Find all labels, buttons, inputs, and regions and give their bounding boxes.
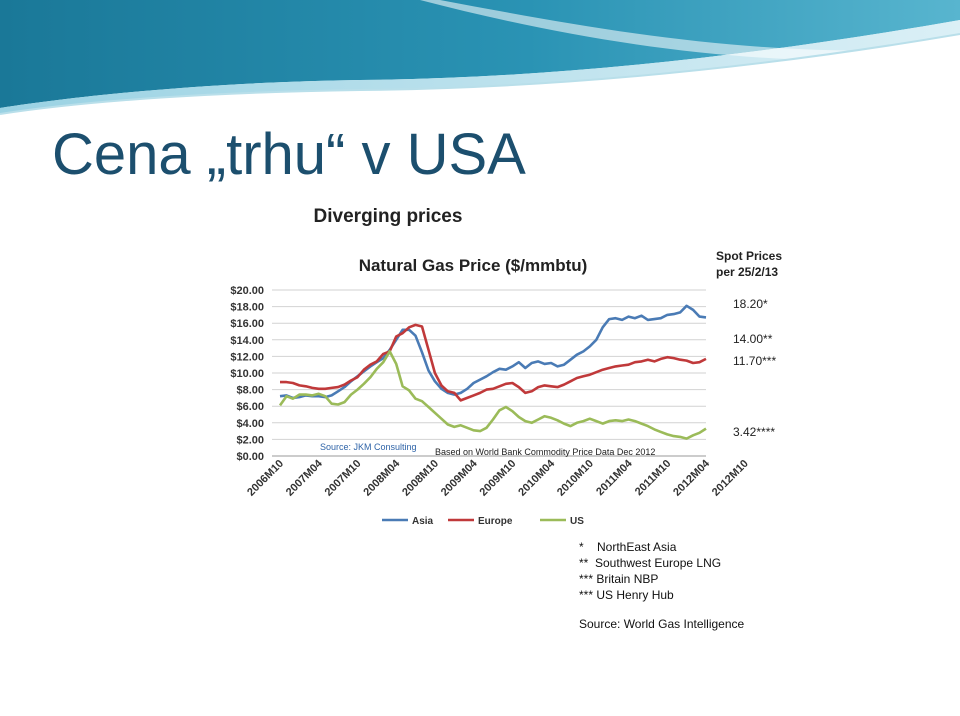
footnote-3: *** Britain NBP — [579, 572, 658, 586]
x-axis-ticks: 2006M102007M042007M102008M042008M102009M… — [245, 457, 751, 499]
spot-price-britain: 11.70*** — [733, 354, 776, 368]
x-tick-label: 2012M10 — [710, 458, 751, 499]
series-line-europe — [280, 323, 707, 402]
x-tick-label: 2009M10 — [478, 458, 519, 499]
y-tick-label: $4.00 — [236, 418, 264, 430]
chart-title: Natural Gas Price ($/mmbtu) — [359, 256, 588, 275]
chart-legend: Asia Europe US — [382, 516, 584, 527]
x-tick-label: 2009M04 — [439, 457, 481, 499]
x-tick-label: 2011M10 — [633, 458, 673, 498]
x-tick-label: 2012M04 — [671, 457, 713, 499]
x-tick-label: 2008M10 — [400, 458, 441, 499]
spot-price-europe: 14.00** — [733, 332, 773, 346]
footnote-2: ** Southwest Europe LNG — [579, 556, 721, 570]
series-line-us — [278, 350, 707, 440]
y-tick-label: $18.00 — [230, 302, 264, 314]
gas-price-chart: Diverging prices Natural Gas Price ($/mm… — [230, 206, 782, 631]
chart-source-right: Based on World Bank Commodity Price Data… — [435, 447, 655, 457]
x-tick-label: 2011M04 — [594, 457, 635, 498]
x-tick-label: 2008M04 — [361, 457, 403, 499]
y-tick-label: $12.00 — [230, 351, 264, 363]
spot-price-us: 3.42**** — [733, 425, 775, 439]
footnote-source: Source: World Gas Intelligence — [579, 617, 745, 631]
spot-price-asia: 18.20* — [733, 297, 768, 311]
legend-label-us: US — [570, 516, 584, 527]
legend-label-europe: Europe — [478, 516, 513, 527]
x-tick-label: 2010M04 — [516, 457, 558, 499]
footnote-4: *** US Henry Hub — [579, 588, 674, 602]
y-tick-label: $6.00 — [236, 401, 264, 413]
chart-heading: Diverging prices — [314, 206, 463, 227]
y-tick-label: $0.00 — [236, 451, 264, 463]
y-tick-label: $20.00 — [230, 285, 264, 297]
chart-series — [278, 304, 707, 440]
spot-prices-heading-2: per 25/2/13 — [716, 265, 778, 279]
x-tick-label: 2007M10 — [323, 458, 364, 499]
y-tick-label: $10.00 — [230, 368, 264, 380]
y-tick-label: $8.00 — [236, 385, 264, 397]
x-tick-label: 2006M10 — [245, 458, 286, 499]
y-tick-label: $16.00 — [230, 318, 264, 330]
chart-source-left: Source: JKM Consulting — [320, 442, 417, 452]
chart-figure: Diverging prices Natural Gas Price ($/mm… — [170, 198, 790, 658]
spot-prices-heading-1: Spot Prices — [716, 249, 782, 263]
header-banner — [0, 0, 960, 115]
slide-title: Cena „trhu“ v USA — [52, 122, 526, 187]
x-tick-label: 2010M10 — [555, 458, 596, 499]
y-tick-label: $14.00 — [230, 335, 264, 347]
footnote-1: * NorthEast Asia — [579, 540, 677, 554]
legend-label-asia: Asia — [412, 516, 434, 527]
y-tick-label: $2.00 — [236, 434, 264, 446]
x-tick-label: 2007M04 — [284, 457, 326, 499]
y-axis-ticks: $0.00 $2.00 $4.00 $6.00 $8.00 $10.00 $12.00 $14… — [230, 285, 264, 463]
